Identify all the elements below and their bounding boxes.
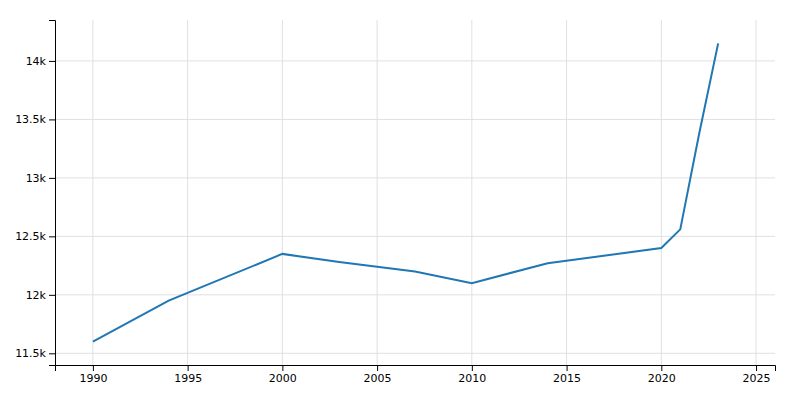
grid-line-y bbox=[55, 60, 775, 61]
grid-line-y bbox=[55, 236, 775, 237]
tick-mark bbox=[756, 365, 757, 371]
tick-mark bbox=[49, 61, 55, 62]
plot: 1990 1995 2000 2005 2010 2015 2020 2025 11.5k 12k… bbox=[15, 20, 775, 385]
tick-mark bbox=[49, 353, 55, 354]
tick-mark bbox=[472, 365, 473, 371]
tick: 1990 bbox=[79, 365, 107, 385]
tick-mark bbox=[567, 365, 568, 371]
tick-label: 14k bbox=[26, 55, 47, 68]
y-axis: 11.5k 12k 12.5k 13k 13.5k 14k bbox=[15, 21, 55, 366]
grid-line-x bbox=[92, 20, 93, 365]
grid-line-x bbox=[471, 20, 472, 365]
tick-label: 2010 bbox=[458, 372, 486, 385]
grid-line-y bbox=[55, 119, 775, 120]
axis-line bbox=[49, 21, 56, 366]
tick-label: 13.5k bbox=[15, 113, 46, 126]
tick-label: 2000 bbox=[269, 372, 297, 385]
grid-line-x bbox=[756, 20, 757, 365]
tick-mark bbox=[188, 365, 189, 371]
tick: 14k bbox=[26, 55, 55, 68]
x-axis: 1990 1995 2000 2005 2010 2015 2020 2025 bbox=[56, 365, 776, 385]
line bbox=[93, 43, 718, 341]
grid-line-x bbox=[187, 20, 188, 365]
grid-line-x bbox=[282, 20, 283, 365]
tick: 13k bbox=[26, 172, 55, 185]
tick-mark bbox=[49, 178, 55, 179]
tick-mark bbox=[49, 295, 55, 296]
tick: 2005 bbox=[364, 365, 392, 385]
marks bbox=[93, 43, 718, 341]
grid-line-x bbox=[566, 20, 567, 365]
chart: 1990 1995 2000 2005 2010 2015 2020 2025 11.5k 12k… bbox=[0, 0, 800, 400]
tick-label: 1990 bbox=[79, 372, 107, 385]
tick-mark bbox=[377, 365, 378, 371]
tick-label: 11.5k bbox=[15, 347, 46, 360]
tick-mark bbox=[282, 365, 283, 371]
grid bbox=[55, 20, 775, 365]
tick: 2020 bbox=[648, 365, 676, 385]
grid-line-y bbox=[55, 353, 775, 354]
tick-label: 2005 bbox=[364, 372, 392, 385]
tick: 1995 bbox=[174, 365, 202, 385]
tick-label: 12k bbox=[26, 289, 47, 302]
tick-label: 1995 bbox=[174, 372, 202, 385]
tick: 12.5k bbox=[15, 230, 55, 243]
tick-mark bbox=[93, 365, 94, 371]
grid-line-y bbox=[55, 294, 775, 295]
grid-line-x bbox=[661, 20, 662, 365]
tick: 2000 bbox=[269, 365, 297, 385]
tick-mark bbox=[49, 236, 55, 237]
tick-label: 2020 bbox=[648, 372, 676, 385]
grid-line-y bbox=[55, 177, 775, 178]
tick: 2025 bbox=[743, 365, 771, 385]
grid-line-x bbox=[377, 20, 378, 365]
tick: 12k bbox=[26, 289, 55, 302]
tick-label: 12.5k bbox=[15, 230, 46, 243]
tick: 2015 bbox=[553, 365, 581, 385]
tick-mark bbox=[49, 119, 55, 120]
tick-label: 2025 bbox=[743, 372, 771, 385]
tick: 13.5k bbox=[15, 113, 55, 126]
tick-label: 13k bbox=[26, 172, 47, 185]
tick: 11.5k bbox=[15, 347, 55, 360]
tick-label: 2015 bbox=[553, 372, 581, 385]
tick: 2010 bbox=[458, 365, 486, 385]
tick-mark bbox=[661, 365, 662, 371]
axis-line bbox=[56, 366, 776, 372]
